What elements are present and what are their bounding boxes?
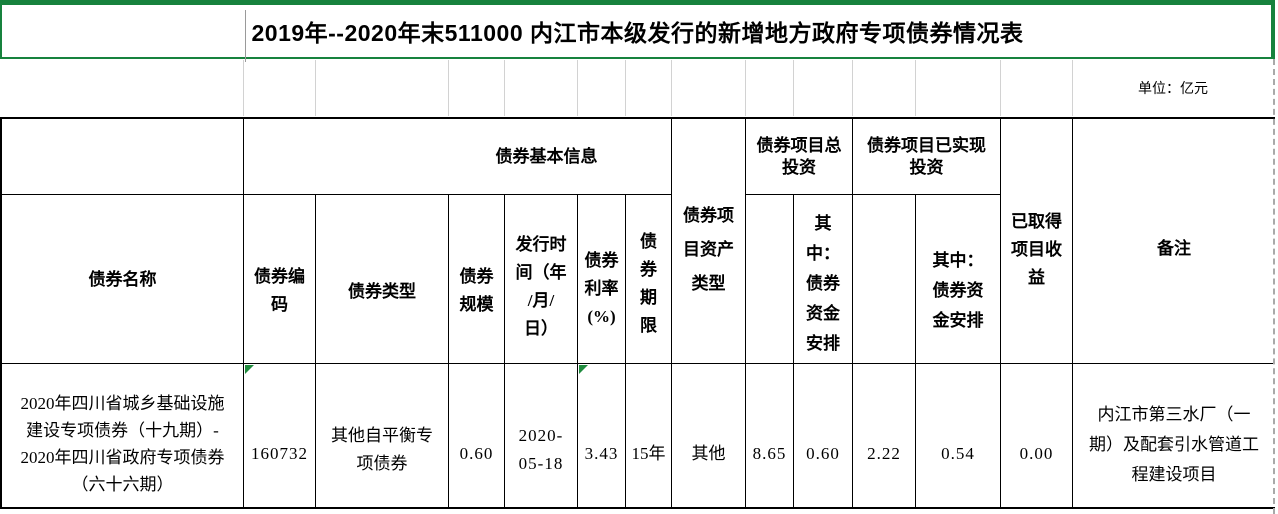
header-bond-term[interactable]: 债 券 期 限 xyxy=(625,194,672,364)
page-title: 2019年--2020年末511000 内江市本级发行的新增地方政府专项债券情况… xyxy=(251,20,1024,46)
gridline xyxy=(915,60,916,116)
cell-bond-scale[interactable]: 0.60 xyxy=(448,363,505,509)
header-bond-type[interactable]: 债券类型 xyxy=(315,194,449,364)
gridline xyxy=(625,60,626,116)
unit-label: 单位：亿元 xyxy=(1138,82,1208,97)
gridline xyxy=(745,60,746,116)
gridline xyxy=(315,60,316,116)
cell-bond-name[interactable]: 2020年四川省城乡基础设施 建设专项债券（十九期）- 2020年四川省政府专项… xyxy=(0,363,244,509)
header-bond-rate[interactable]: 债券 利率 (%) xyxy=(577,194,626,364)
cell-among-realized[interactable]: 0.54 xyxy=(915,363,1001,509)
header-basic-info[interactable]: 债券基本信息 xyxy=(243,117,672,195)
cell-a1-divider xyxy=(245,10,246,62)
header-among-realized[interactable]: 其中： 债券资 金安排 xyxy=(915,194,1001,364)
gridline xyxy=(793,60,794,116)
header-total-sub-blank[interactable] xyxy=(745,194,794,364)
header-remark[interactable]: 备注 xyxy=(1072,117,1275,364)
cell-realized-investment[interactable]: 2.22 xyxy=(852,363,916,509)
gridline xyxy=(577,60,578,116)
cell-total-investment[interactable]: 8.65 xyxy=(745,363,794,509)
cell-remark[interactable]: 内江市第三水厂（一 期）及配套引水管道工 程建设项目 xyxy=(1072,363,1275,509)
green-flag-triangle-bond-rate xyxy=(579,365,588,374)
cell-bond-type[interactable]: 其他自平衡专 项债券 xyxy=(315,363,449,509)
cell-bond-code[interactable]: 160732 xyxy=(243,363,316,509)
gridline xyxy=(1000,60,1001,116)
header-asset-type[interactable]: 债券项 目资产 类型 xyxy=(671,117,746,364)
gridline xyxy=(448,60,449,116)
green-flag-triangle-bond-code xyxy=(245,365,254,374)
gridline xyxy=(1072,60,1073,116)
gridline xyxy=(504,60,505,116)
header-realized-investment[interactable]: 债券项目已实现 投资 xyxy=(852,117,1001,195)
gridline xyxy=(243,60,244,116)
header-total-investment[interactable]: 债券项目总 投资 xyxy=(745,117,853,195)
title-row xyxy=(0,0,1275,62)
header-bond-name[interactable]: 债券名称 xyxy=(0,194,244,364)
cell-bond-term[interactable]: 15年 xyxy=(625,363,672,509)
gridline xyxy=(671,60,672,116)
page-break-line xyxy=(1273,59,1275,514)
header-blank-top-left[interactable] xyxy=(0,117,244,195)
header-among-total[interactable]: 其 中： 债券 资金 安排 xyxy=(793,194,853,364)
cell-asset-type[interactable]: 其他 xyxy=(671,363,746,509)
header-income[interactable]: 已取得 项目收 益 xyxy=(1000,117,1073,364)
cell-among-total[interactable]: 0.60 xyxy=(793,363,853,509)
header-realized-sub-blank[interactable] xyxy=(852,194,916,364)
header-issue-date[interactable]: 发行时 间（年 /月/ 日） xyxy=(504,194,578,364)
header-bond-code[interactable]: 债券编 码 xyxy=(243,194,316,364)
cell-bond-rate[interactable]: 3.43 xyxy=(577,363,626,509)
cell-income[interactable]: 0.00 xyxy=(1000,363,1073,509)
header-bond-scale[interactable]: 债券 规模 xyxy=(448,194,505,364)
cell-issue-date[interactable]: 2020- 05-18 xyxy=(504,363,578,509)
gridline xyxy=(852,60,853,116)
